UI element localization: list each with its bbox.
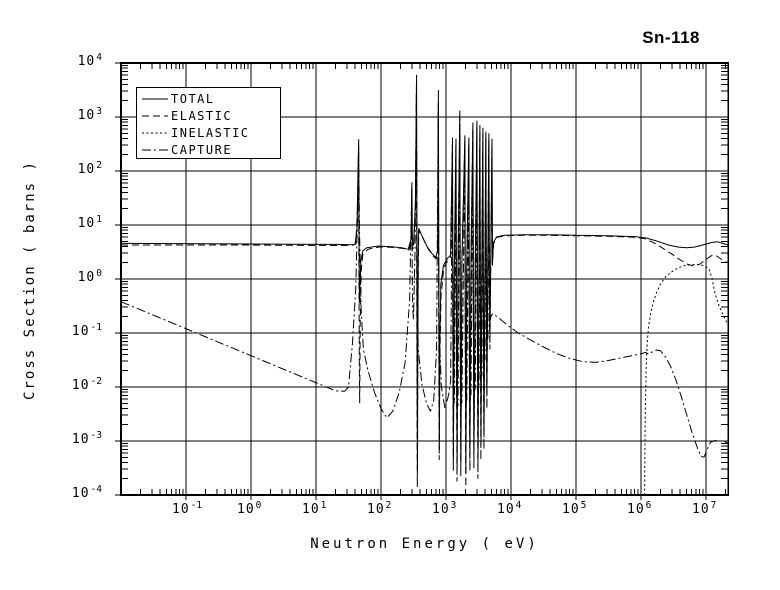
x-tick-label: 101: [302, 500, 327, 517]
y-tick-label: 100: [77, 268, 102, 285]
plot-frame: [120, 62, 729, 496]
x-tick-label: 100: [237, 500, 262, 517]
legend: TOTAL ELASTIC INELASTIC CAPTURE: [136, 87, 281, 159]
legend-line-sample: [142, 149, 168, 150]
legend-item-capture: CAPTURE: [137, 141, 280, 158]
y-tick-label: 10-4: [71, 484, 102, 501]
legend-item-elastic: ELASTIC: [137, 107, 280, 124]
y-tick-label: 103: [77, 106, 102, 123]
legend-item-inelastic: INELASTIC: [137, 124, 280, 141]
legend-item-total: TOTAL: [137, 90, 280, 107]
series-inelastic-line: [644, 263, 729, 496]
x-tick-label: 106: [627, 500, 652, 517]
legend-label: INELASTIC: [171, 125, 250, 140]
y-tick-label: 102: [77, 160, 102, 177]
x-tick-label: 10-1: [172, 500, 203, 517]
plot-title: Sn-118: [642, 28, 700, 47]
x-tick-label: 104: [497, 500, 522, 517]
legend-label: CAPTURE: [171, 142, 233, 157]
legend-line-sample: [142, 98, 168, 99]
series-capture-line: [120, 95, 729, 458]
y-tick-label: 10-2: [71, 376, 102, 393]
x-tick-label: 105: [562, 500, 587, 517]
y-axis-title: Cross Section ( barns ): [22, 160, 38, 400]
x-tick-label: 103: [432, 500, 457, 517]
series-elastic-line: [121, 84, 729, 487]
legend-line-sample: [142, 115, 168, 116]
y-tick-label: 101: [77, 214, 102, 231]
x-axis-title: Neutron Energy ( eV): [310, 536, 539, 552]
legend-label: ELASTIC: [171, 108, 233, 123]
legend-label: TOTAL: [171, 91, 215, 106]
y-tick-label: 104: [77, 52, 102, 69]
legend-line-sample: [142, 132, 168, 133]
x-tick-label: 102: [367, 500, 392, 517]
x-tick-label: 107: [692, 500, 717, 517]
y-tick-label: 10-1: [71, 322, 102, 339]
y-tick-label: 10-3: [71, 430, 102, 447]
